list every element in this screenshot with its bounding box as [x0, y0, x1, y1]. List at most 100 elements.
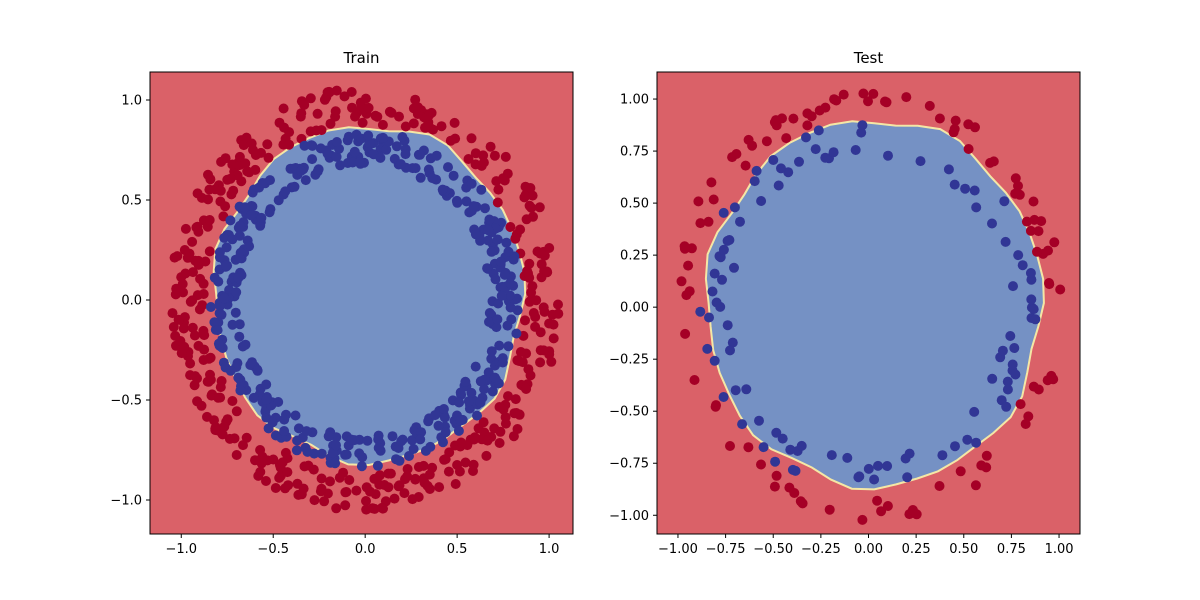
data-point-class-1 [505, 222, 516, 232]
data-point-class-1 [180, 223, 191, 234]
data-point-class-1 [372, 111, 383, 122]
data-point-class-1 [400, 121, 411, 132]
data-point-class-1 [389, 493, 400, 504]
data-point-class-1 [393, 481, 404, 492]
data-point-class-0 [773, 180, 784, 191]
data-point-class-1 [268, 454, 279, 465]
data-point-class-0 [785, 444, 796, 455]
data-point-class-1 [360, 93, 371, 104]
data-point-class-1 [1010, 173, 1021, 184]
data-point-class-0 [300, 175, 311, 186]
x-tick-label: 0.00 [854, 542, 883, 557]
data-point-class-0 [396, 436, 407, 447]
data-point-class-1 [520, 315, 530, 326]
data-point-class-1 [179, 245, 190, 255]
data-point-class-0 [511, 328, 522, 339]
y-tick-label: −0.25 [609, 353, 649, 368]
decision-region-inner [704, 120, 1045, 491]
data-point-class-0 [999, 196, 1010, 207]
data-point-class-0 [431, 150, 442, 161]
data-point-class-1 [491, 176, 502, 187]
data-point-class-0 [293, 423, 304, 434]
data-point-class-0 [777, 433, 788, 444]
data-point-class-1 [1055, 284, 1066, 295]
data-point-class-0 [373, 434, 384, 445]
data-point-class-1 [949, 124, 960, 134]
data-point-class-0 [476, 184, 487, 195]
data-point-class-0 [233, 372, 244, 383]
data-point-class-1 [882, 501, 893, 511]
data-point-class-0 [718, 244, 729, 255]
data-point-class-0 [464, 403, 475, 414]
data-point-class-1 [370, 489, 381, 500]
data-point-class-0 [363, 130, 374, 141]
data-point-class-1 [546, 356, 557, 367]
data-point-class-1 [228, 185, 239, 196]
data-point-class-1 [863, 96, 873, 107]
x-tick-label: −0.25 [801, 542, 841, 557]
data-point-class-0 [239, 202, 250, 213]
data-point-class-0 [264, 207, 275, 218]
data-point-class-1 [1033, 226, 1044, 237]
data-point-class-0 [209, 272, 220, 283]
data-point-class-1 [521, 384, 532, 394]
data-point-class-0 [213, 338, 224, 349]
data-point-class-0 [455, 415, 466, 426]
data-point-class-1 [205, 174, 216, 185]
data-point-class-1 [689, 375, 700, 385]
data-point-class-1 [379, 480, 390, 490]
data-point-class-0 [425, 441, 436, 452]
data-point-class-1 [377, 119, 388, 130]
data-point-class-0 [857, 120, 868, 131]
data-point-class-1 [194, 304, 205, 315]
data-point-class-0 [490, 274, 501, 285]
data-point-class-1 [238, 140, 249, 151]
data-point-class-1 [399, 488, 410, 499]
data-point-class-0 [354, 156, 365, 167]
data-point-class-0 [220, 260, 231, 271]
data-point-class-0 [501, 237, 512, 248]
data-point-class-1 [679, 241, 690, 252]
data-point-class-0 [397, 132, 408, 142]
data-point-class-1 [215, 382, 226, 393]
data-point-class-0 [313, 164, 324, 175]
data-point-class-0 [1017, 260, 1028, 271]
data-point-class-1 [510, 233, 521, 244]
data-point-class-0 [291, 445, 302, 456]
data-point-class-1 [466, 133, 477, 144]
data-point-class-0 [215, 300, 226, 311]
data-point-class-1 [514, 356, 525, 366]
x-tick-label: 0.75 [997, 542, 1026, 557]
data-point-class-1 [478, 157, 489, 168]
data-point-class-1 [299, 99, 310, 110]
data-point-class-0 [335, 160, 346, 171]
data-point-class-1 [1021, 216, 1032, 227]
data-point-class-0 [261, 394, 272, 405]
data-point-class-1 [858, 88, 869, 99]
data-point-class-0 [323, 431, 334, 442]
data-point-class-1 [708, 194, 719, 205]
data-point-class-0 [356, 461, 367, 472]
data-point-class-0 [707, 286, 718, 297]
data-point-class-0 [754, 415, 764, 426]
data-point-class-0 [322, 148, 333, 159]
data-point-class-0 [495, 256, 506, 267]
data-point-class-1 [246, 138, 257, 149]
data-point-class-1 [209, 415, 219, 426]
data-point-class-1 [171, 283, 182, 294]
data-point-class-1 [1028, 196, 1039, 207]
data-point-class-1 [357, 117, 368, 128]
data-point-class-1 [503, 391, 513, 402]
data-point-class-0 [1028, 304, 1039, 315]
data-point-class-0 [331, 137, 342, 147]
data-point-class-1 [981, 450, 992, 461]
data-point-class-0 [357, 452, 368, 463]
data-point-class-1 [934, 113, 945, 124]
data-point-class-1 [523, 268, 533, 279]
data-point-class-1 [215, 392, 226, 403]
data-point-class-0 [234, 331, 245, 342]
data-point-class-0 [408, 444, 419, 454]
data-point-class-0 [466, 178, 477, 189]
data-point-class-0 [279, 414, 290, 425]
data-point-class-1 [527, 281, 538, 292]
